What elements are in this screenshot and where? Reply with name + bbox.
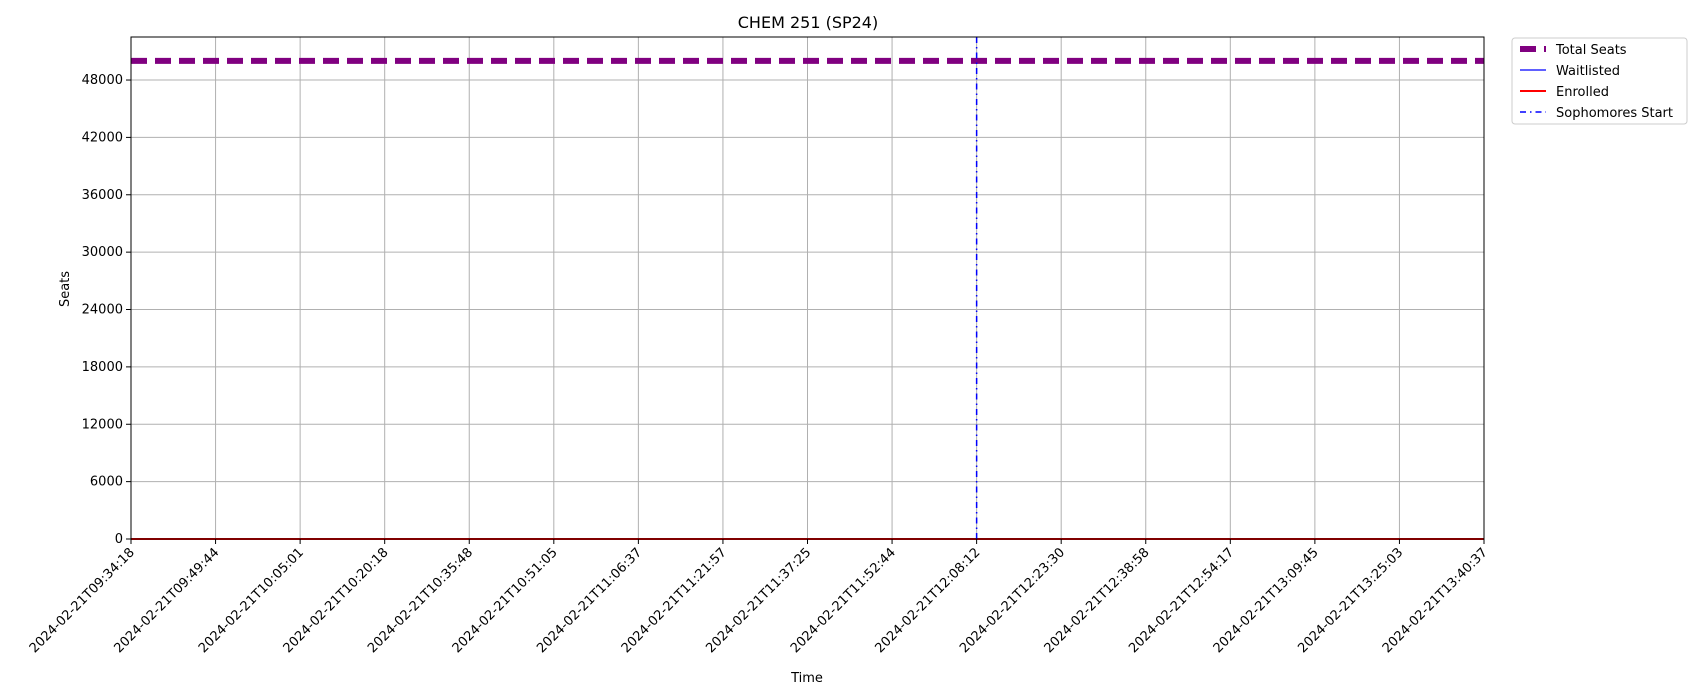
x-axis-title: Time <box>790 671 823 686</box>
legend: Total Seats Waitlisted Enrolled Sophomores … <box>1511 37 1688 125</box>
y-tick-label: 6000 <box>90 475 123 490</box>
y-axis-ticks: 0 6000 12000 18000 24000 30000 36000 42000 48000 <box>82 73 131 547</box>
y-tick-label: 36000 <box>82 188 123 203</box>
y-tick-label: 0 <box>115 532 123 547</box>
legend-label: Waitlisted <box>1556 64 1620 79</box>
legend-box <box>1511 37 1688 125</box>
x-axis-ticks: 2024-02-21T09:34:182024-02-21T09:49:4420… <box>27 539 1491 656</box>
y-tick-label: 48000 <box>82 73 123 88</box>
legend-label: Enrolled <box>1556 85 1609 100</box>
y-tick-label: 18000 <box>82 360 123 375</box>
grid-lines <box>130 37 1485 540</box>
chart-title: CHEM 251 (SP24) <box>738 13 878 32</box>
y-tick-label: 42000 <box>82 130 123 145</box>
legend-label: Sophomores Start <box>1556 106 1673 121</box>
y-tick-label: 24000 <box>82 303 123 318</box>
y-tick-label: 12000 <box>82 417 123 432</box>
y-tick-label: 30000 <box>82 245 123 260</box>
y-axis-title: Seats <box>58 271 73 307</box>
legend-label: Total Seats <box>1555 43 1627 58</box>
